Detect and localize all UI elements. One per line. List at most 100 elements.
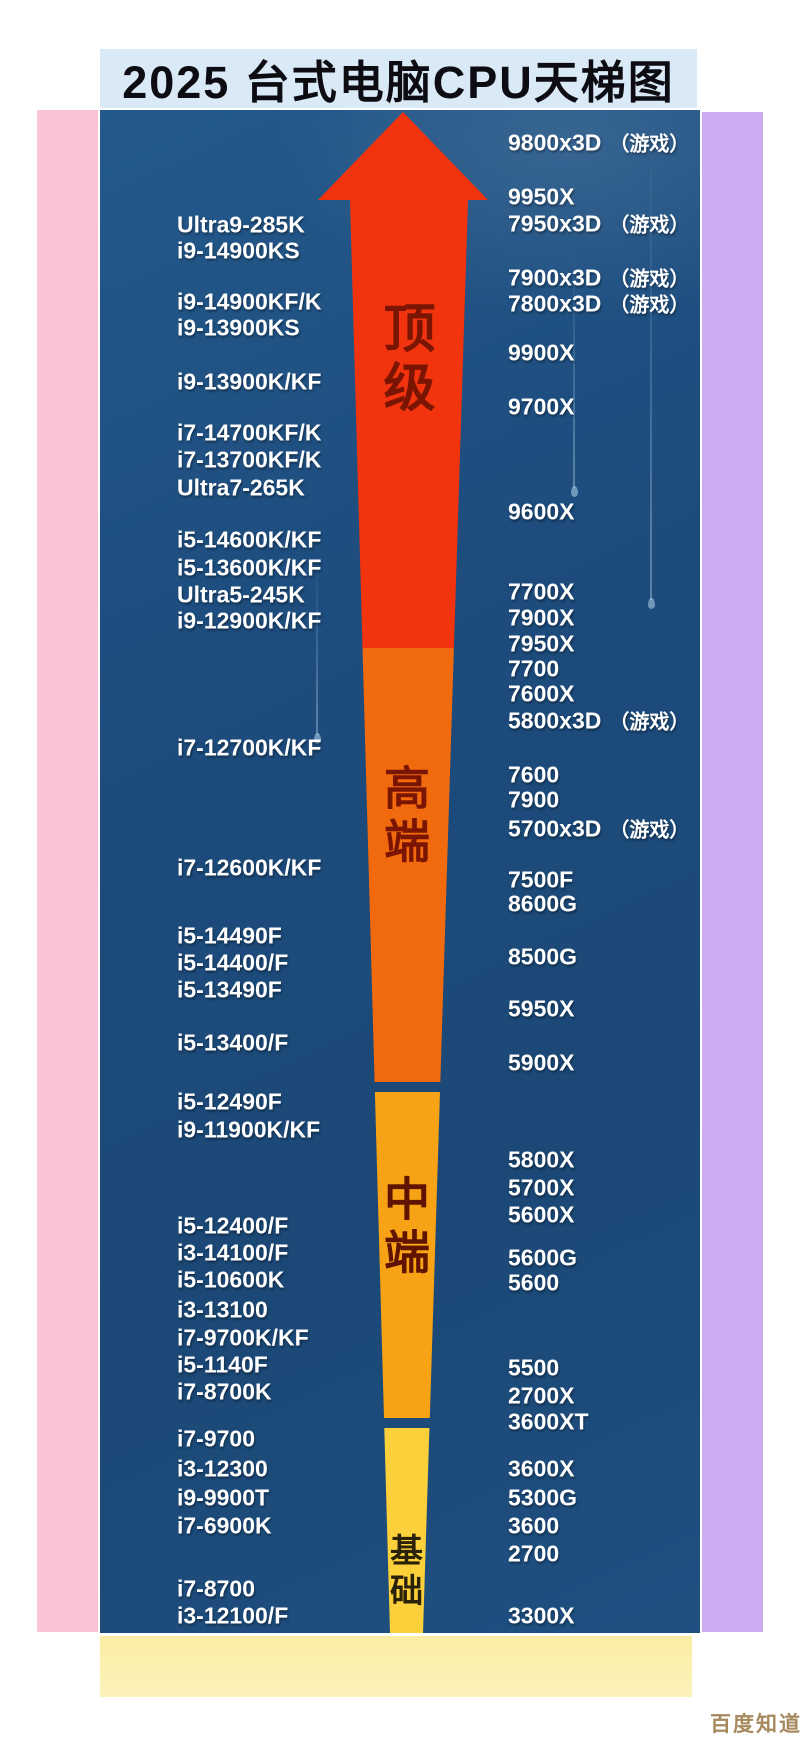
page-title: 2025 台式电脑CPU天梯图 xyxy=(122,57,675,108)
cpu-name: 3300X xyxy=(508,1602,575,1629)
cpu-name: 9950X xyxy=(508,183,575,210)
cpu-label-intel: i7-12700K/KF xyxy=(177,735,321,762)
cpu-label-amd: 7600 xyxy=(508,762,567,789)
cpu-label-intel: Ultra9-285K xyxy=(177,212,305,239)
cpu-name: 5800X xyxy=(508,1146,575,1173)
cpu-name: i5-12400/F xyxy=(177,1212,289,1239)
cpu-name: 5900X xyxy=(508,1049,575,1076)
cpu-name: 9700X xyxy=(508,393,575,420)
cpu-label-intel: i7-9700K/KF xyxy=(177,1325,309,1352)
cpu-label-intel: i9-12900K/KF xyxy=(177,608,321,635)
bottom-strip-decoration xyxy=(100,1636,692,1697)
cpu-name: 5800x3D xyxy=(508,707,602,734)
cpu-label-amd: 7900x3D （游戏） xyxy=(508,263,689,292)
cpu-name: i3-12100/F xyxy=(177,1602,289,1629)
game-use-tag: （游戏） xyxy=(609,294,690,317)
cpu-name: i5-10600K xyxy=(177,1266,285,1293)
cpu-label-amd: 5950X xyxy=(508,996,583,1023)
cpu-name: 2700 xyxy=(508,1540,560,1567)
cpu-label-amd: 9800x3D （游戏） xyxy=(508,128,689,157)
cpu-label-intel: i7-6900K xyxy=(177,1513,272,1540)
cpu-name: 3600 xyxy=(508,1512,560,1539)
cpu-label-amd: 8500G xyxy=(508,944,585,971)
cpu-label-intel: i9-14900KS xyxy=(177,238,300,265)
game-use-tag: （游戏） xyxy=(609,711,690,734)
cpu-name: i7-13700KF/K xyxy=(177,446,322,473)
cpu-name: 7800x3D xyxy=(508,290,602,317)
cpu-name: i5-14400/F xyxy=(177,949,289,976)
tier-label: 基础 xyxy=(385,1533,423,1613)
cpu-label-amd: 7900 xyxy=(508,787,567,814)
cpu-label-amd: 7950X xyxy=(508,631,583,658)
cpu-label-intel: i5-1140F xyxy=(177,1352,268,1379)
cpu-name: 5700x3D xyxy=(508,815,602,842)
cpu-name: i5-14490F xyxy=(177,922,282,949)
cpu-name: Ultra7-265K xyxy=(177,474,305,501)
cpu-label-amd: 7500F xyxy=(508,867,581,894)
cpu-label-amd: 3300X xyxy=(508,1603,583,1630)
cpu-label-intel: i7-9700 xyxy=(177,1426,255,1453)
cpu-name: Ultra9-285K xyxy=(177,211,305,238)
cpu-label-amd: 9700X xyxy=(508,394,583,421)
cpu-label-amd: 5700x3D （游戏） xyxy=(508,814,689,843)
cpu-label-intel: i5-12400/F xyxy=(177,1213,288,1240)
cpu-name: Ultra5-245K xyxy=(177,581,305,608)
cpu-name: 7600 xyxy=(508,761,560,788)
purple-border-decoration xyxy=(702,112,763,1632)
cpu-name: i5-13600K/KF xyxy=(177,554,322,581)
cpu-name: 7700 xyxy=(508,655,560,682)
cpu-name: 5600X xyxy=(508,1201,575,1228)
cpu-label-intel: i3-14100/F xyxy=(177,1240,288,1267)
game-use-tag: （游戏） xyxy=(609,214,690,237)
cpu-name: i5-14600K/KF xyxy=(177,526,322,553)
cpu-label-intel: i5-14600K/KF xyxy=(177,527,321,554)
cpu-name: 7900X xyxy=(508,604,575,631)
cpu-name: i7-6900K xyxy=(177,1512,272,1539)
cpu-label-intel: i5-14490F xyxy=(177,923,282,950)
cpu-name: 5600 xyxy=(508,1269,560,1296)
cpu-name: i3-14100/F xyxy=(177,1239,289,1266)
cpu-label-intel: i9-14900KF/K xyxy=(177,289,321,316)
cpu-label-intel: i5-13600K/KF xyxy=(177,555,321,582)
cpu-label-amd: 5600G xyxy=(508,1245,585,1272)
cpu-name: i9-13900KS xyxy=(177,314,300,341)
cpu-name: 8600G xyxy=(508,890,578,917)
light-ray-decoration xyxy=(313,560,321,744)
cpu-label-amd: 7700 xyxy=(508,656,567,683)
cpu-name: i3-12300 xyxy=(177,1455,268,1482)
cpu-label-amd: 2700X xyxy=(508,1383,583,1410)
cpu-name: 7600X xyxy=(508,680,575,707)
cpu-name: i5-13400/F xyxy=(177,1029,289,1056)
game-use-tag: （游戏） xyxy=(609,819,690,842)
cpu-label-intel: i7-8700 xyxy=(177,1576,255,1603)
cpu-name: i7-9700K/KF xyxy=(177,1324,309,1351)
cpu-name: 7950x3D xyxy=(508,210,602,237)
cpu-name: i5-1140F xyxy=(177,1351,268,1378)
cpu-label-intel: i3-12100/F xyxy=(177,1603,288,1630)
cpu-name: 9900X xyxy=(508,339,575,366)
cpu-name: 5500 xyxy=(508,1354,560,1381)
cpu-name: i7-9700 xyxy=(177,1425,256,1452)
cpu-label-intel: i9-11900K/KF xyxy=(177,1117,320,1144)
cpu-name: i5-12490F xyxy=(177,1088,282,1115)
cpu-name: 3600XT xyxy=(508,1408,589,1435)
cpu-label-intel: i7-12600K/KF xyxy=(177,855,321,882)
cpu-name: i9-13900K/KF xyxy=(177,368,322,395)
cpu-name: i7-14700KF/K xyxy=(177,419,322,446)
cpu-name: 5950X xyxy=(508,995,575,1022)
tier-label: 中端 xyxy=(378,1175,430,1281)
title-bar: 2025 台式电脑CPU天梯图 xyxy=(100,49,697,108)
cpu-label-intel: i5-13400/F xyxy=(177,1030,288,1057)
cpu-name: 9800x3D xyxy=(508,129,602,156)
cpu-name: 5300G xyxy=(508,1484,578,1511)
cpu-label-amd: 9900X xyxy=(508,340,583,367)
cpu-name: 5600G xyxy=(508,1244,578,1271)
cpu-name: 7500F xyxy=(508,866,574,893)
cpu-label-intel: i7-14700KF/K xyxy=(177,420,321,447)
cpu-label-intel: i5-12490F xyxy=(177,1089,282,1116)
cpu-label-amd: 5800X xyxy=(508,1147,583,1174)
cpu-name: 9600X xyxy=(508,498,575,525)
